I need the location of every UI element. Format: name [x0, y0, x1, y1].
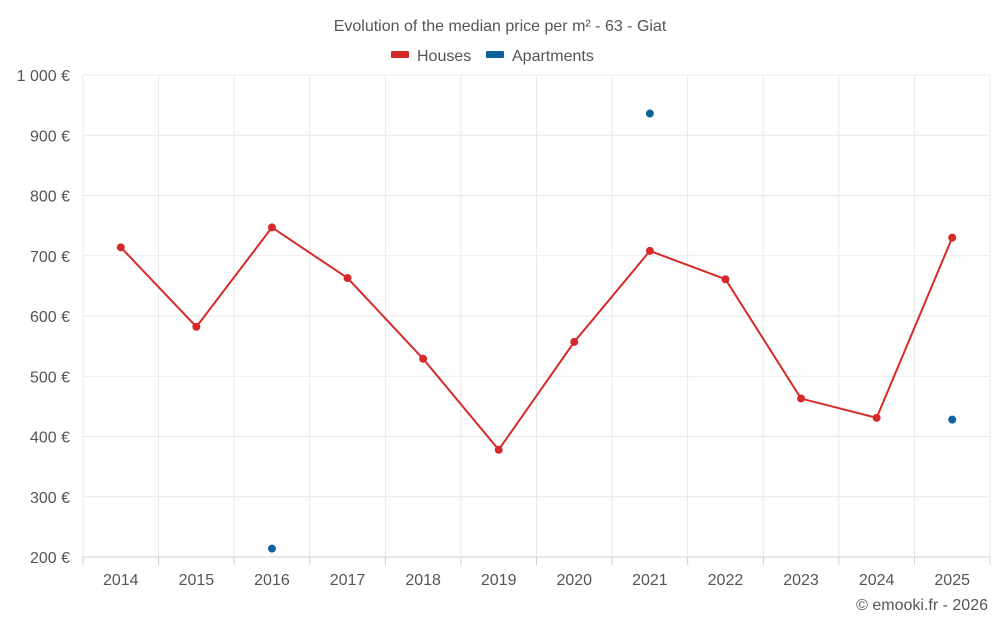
point-houses-2015[interactable]: [192, 322, 201, 331]
x-tick-label-2020: 2020: [556, 572, 592, 589]
y-tick-label-700: 700 €: [30, 249, 70, 266]
y-tick-label-200: 200 €: [30, 550, 70, 567]
point-houses-2022[interactable]: [721, 275, 730, 284]
point-houses-2021[interactable]: [645, 246, 654, 255]
x-tick-label-2014: 2014: [103, 572, 139, 589]
x-tick-label-2023: 2023: [783, 572, 819, 589]
x-tick-label-2022: 2022: [708, 572, 744, 589]
point-houses-2017[interactable]: [343, 274, 352, 283]
y-tick-label-300: 300 €: [30, 490, 70, 507]
y-tick-label-800: 800 €: [30, 189, 70, 206]
legend: Houses Apartments: [391, 48, 594, 65]
series: [116, 109, 957, 553]
x-tick-label-2025: 2025: [934, 572, 970, 589]
x-tick-label-2018: 2018: [405, 572, 441, 589]
y-tick-label-900: 900 €: [30, 128, 70, 145]
series-houses: [116, 223, 957, 454]
grid: [82, 74, 991, 565]
y-tick-label-600: 600 €: [30, 309, 70, 326]
chart-title: Evolution of the median price per m² - 6…: [334, 18, 667, 35]
point-houses-2024[interactable]: [872, 413, 881, 422]
point-houses-2025[interactable]: [948, 233, 957, 242]
credit-text: © emooki.fr - 2026: [856, 597, 988, 614]
x-tick-label-2019: 2019: [481, 572, 517, 589]
y-tick-label-400: 400 €: [30, 430, 70, 447]
point-houses-2016[interactable]: [267, 223, 276, 232]
x-tick-label-2015: 2015: [179, 572, 215, 589]
y-axis-ticks: 200 € 300 € 400 € 500 € 600 € 700 € 800 € 900 €…: [17, 68, 70, 567]
y-tick-label-1000: 1 000 €: [17, 68, 70, 85]
point-apartments-2025[interactable]: [948, 415, 957, 424]
point-apartments-2021[interactable]: [645, 109, 654, 118]
legend-item-houses[interactable]: Houses: [391, 48, 471, 65]
point-houses-2018[interactable]: [419, 354, 428, 363]
series-apartments: [267, 109, 957, 553]
legend-label-apartments: Apartments: [512, 48, 594, 65]
legend-label-houses: Houses: [417, 48, 471, 65]
y-tick-label-500: 500 €: [30, 369, 70, 386]
x-axis-ticks: 2014 2015 2016 2017 2018 2019 2020 2021 2022 2023…: [103, 572, 970, 589]
x-tick-label-2017: 2017: [330, 572, 366, 589]
legend-item-apartments[interactable]: Apartments: [486, 48, 594, 65]
point-houses-2014[interactable]: [116, 243, 125, 252]
legend-swatch-apartments: [486, 51, 504, 58]
legend-swatch-houses: [391, 51, 409, 58]
x-tick-label-2016: 2016: [254, 572, 290, 589]
point-apartments-2016[interactable]: [267, 544, 276, 553]
x-tick-label-2021: 2021: [632, 572, 668, 589]
point-houses-2023[interactable]: [797, 394, 806, 403]
series-line-houses: [120, 226, 954, 452]
point-houses-2020[interactable]: [570, 337, 579, 346]
x-tick-label-2024: 2024: [859, 572, 895, 589]
point-houses-2019[interactable]: [494, 445, 503, 454]
